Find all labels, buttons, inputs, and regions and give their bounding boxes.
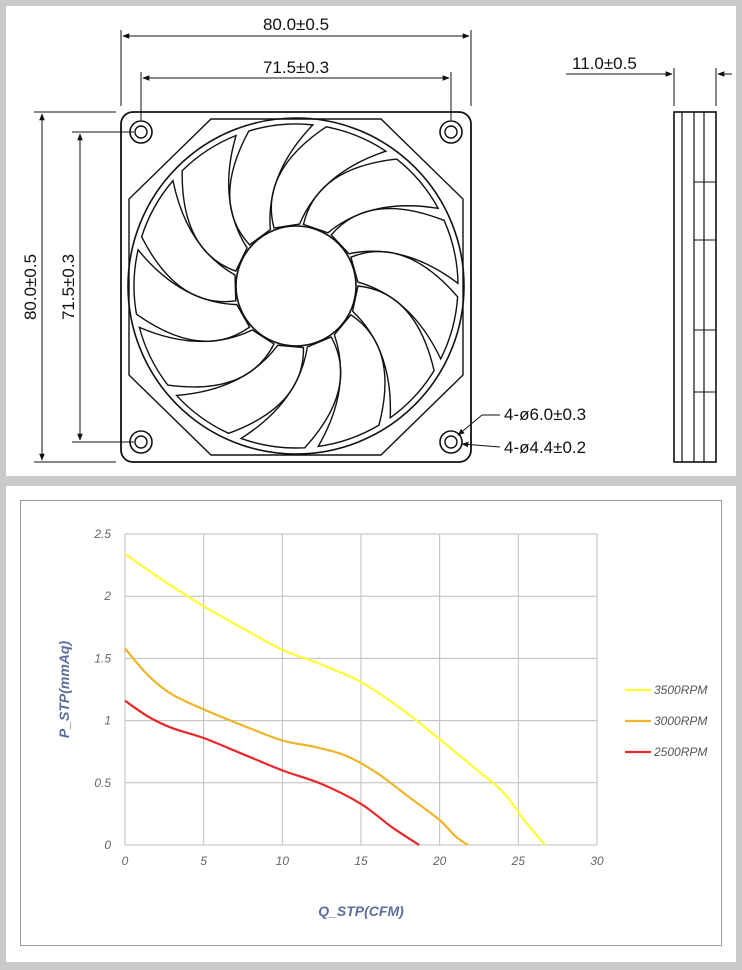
x-axis-label: Q_STP(CFM): [318, 903, 404, 919]
fan-hub: [235, 225, 357, 347]
hole-outer-note: 4-ø6.0±0.3: [504, 405, 586, 424]
fan-venturi-ring: [127, 117, 465, 455]
y-tick-label: 2: [103, 589, 111, 603]
chart-ticks: 0 5 10 15 20 25 30 0 0.5 1 1.5 2 2.5: [93, 527, 604, 868]
pq-curve-chart: 0 5 10 15 20 25 30 0 0.5 1 1.5 2 2.5 P_STP(mmAq) Q_S…: [56, 527, 707, 919]
mounting-holes: [129, 120, 463, 454]
x-tick-label: 15: [354, 854, 368, 868]
series-line-3000RPM: [124, 647, 469, 846]
fan-drawing: 80.0±0.5 71.5±0.3 80.0±0.5 71.5±0.3 4-: [21, 15, 732, 463]
dimension-hole-height: 71.5±0.3: [59, 131, 134, 443]
legend-label: 2500RPM: [653, 745, 707, 759]
fan-blade: [350, 250, 459, 361]
series-line-2500RPM: [124, 699, 420, 846]
y-tick-label: 1: [104, 714, 111, 728]
dimension-hole-width: 71.5±0.3: [140, 58, 452, 120]
x-tick-label: 25: [511, 854, 526, 868]
dim-thickness-label: 11.0±0.5: [572, 54, 637, 73]
dimension-outer-height: 80.0±0.5: [21, 111, 116, 463]
fan-blade: [133, 248, 251, 343]
chart-grid: [124, 533, 598, 846]
y-axis-label: P_STP(mmAq): [56, 641, 72, 739]
x-tick-label: 30: [590, 854, 604, 868]
chart-legend: 3500RPM 3000RPM 2500RPM: [625, 683, 707, 759]
dim-hole-height-label: 71.5±0.3: [59, 254, 78, 320]
y-tick-label: 2.5: [93, 527, 111, 541]
y-tick-label: 0.5: [94, 776, 111, 790]
fan-blade: [140, 179, 237, 303]
series-line-3500RPM: [124, 553, 546, 846]
legend-label: 3500RPM: [654, 683, 707, 697]
x-tick-label: 0: [122, 854, 129, 868]
y-tick-label: 1.5: [94, 651, 111, 665]
fan-frame-octagon: [128, 118, 464, 456]
chart-series: [124, 553, 546, 846]
y-tick-label: 0: [104, 838, 111, 852]
fan-side-view: 11.0±0.5: [566, 54, 732, 463]
x-tick-label: 20: [432, 854, 447, 868]
fan-blade: [270, 126, 388, 229]
chart-panel: 0 5 10 15 20 25 30 0 0.5 1 1.5 2 2.5 P_STP(mmAq) Q_S…: [6, 486, 736, 962]
legend-label: 3000RPM: [654, 714, 707, 728]
hole-callouts: 4-ø6.0±0.3 4-ø4.4±0.2: [457, 405, 586, 457]
drawing-panel: 80.0±0.5 71.5±0.3 80.0±0.5 71.5±0.3 4-: [6, 6, 736, 476]
x-tick-label: 5: [200, 854, 207, 868]
fan-frame-outline: [120, 111, 472, 463]
x-tick-label: 10: [276, 854, 290, 868]
dim-hole-width-label: 71.5±0.3: [263, 58, 329, 77]
dimension-outer-width: 80.0±0.5: [120, 15, 472, 106]
chart-frame: 0 5 10 15 20 25 30 0 0.5 1 1.5 2 2.5 P_STP(mmAq) Q_S…: [20, 500, 722, 946]
hole-inner-note: 4-ø4.4±0.2: [504, 438, 586, 457]
dim-outer-height-label: 80.0±0.5: [21, 254, 40, 320]
fan-blade: [138, 326, 275, 388]
dim-outer-width-label: 80.0±0.5: [263, 15, 329, 34]
fan-blades: [133, 123, 459, 449]
